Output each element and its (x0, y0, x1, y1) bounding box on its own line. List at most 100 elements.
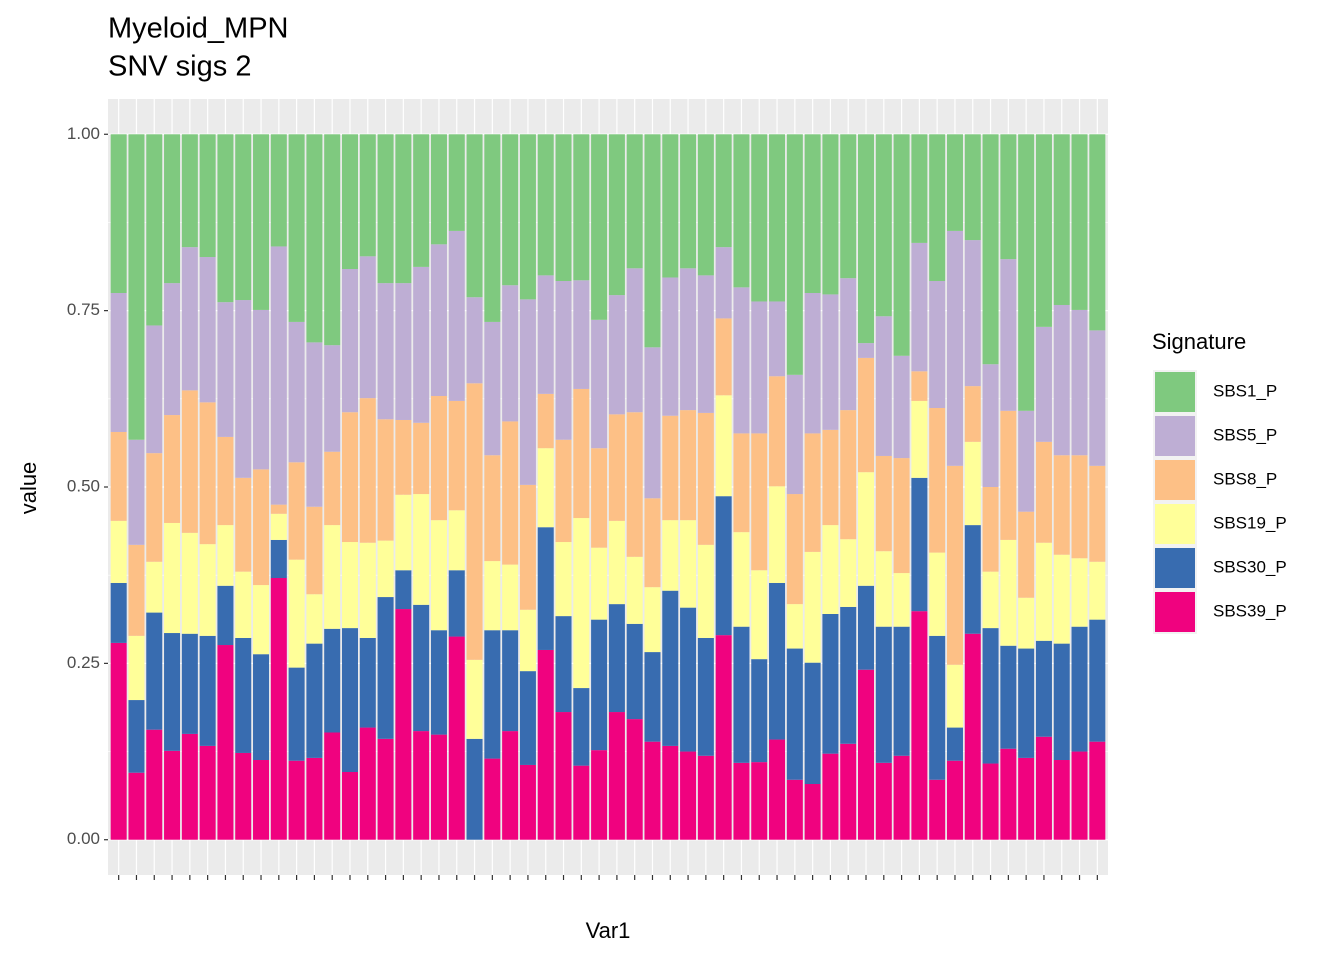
bar-segment (359, 542, 376, 638)
legend-swatch (1155, 372, 1195, 412)
bar-segment (253, 134, 270, 310)
legend-label: SBS39_P (1213, 601, 1287, 620)
bar-segment (270, 246, 287, 505)
bar-segment (341, 269, 358, 413)
bar-segment (164, 750, 181, 840)
bar-segment (644, 134, 661, 348)
bar-segment (448, 510, 465, 571)
bar-segment (840, 410, 857, 540)
bar-segment (448, 570, 465, 637)
bar-segment (1000, 539, 1017, 646)
bar-segment (146, 325, 163, 454)
bar-segment (1071, 455, 1088, 559)
bar-segment (715, 496, 732, 636)
bar-segment (430, 520, 447, 631)
bar-segment (430, 630, 447, 735)
bar-segment (519, 484, 536, 610)
bar-segment (1089, 134, 1106, 331)
bar-segment (1000, 748, 1017, 840)
bar-segment (502, 630, 519, 732)
x-axis-title: Var1 (586, 918, 631, 943)
legend-swatch (1155, 504, 1195, 544)
bar-segment (306, 506, 323, 595)
bar-segment (680, 520, 697, 608)
bar-segment (591, 319, 608, 449)
bar-segment (537, 134, 554, 276)
bar-segment (377, 738, 394, 840)
bar-segment (199, 402, 216, 545)
bar-segment (733, 433, 750, 533)
bar-segment (911, 134, 928, 243)
bar-segment (1035, 441, 1052, 543)
bar-segment (946, 465, 963, 665)
bar-segment (840, 134, 857, 279)
bar-segment (217, 525, 234, 586)
bar-segment (395, 419, 412, 495)
bar-segment (324, 732, 341, 840)
bar-segment (270, 513, 287, 540)
bar-segment (751, 433, 768, 571)
bar-segment (733, 134, 750, 288)
bar-segment (181, 733, 198, 840)
bar-segment (413, 731, 430, 840)
bar-segment (608, 134, 625, 296)
bar-segment (377, 134, 394, 284)
bar-segment (537, 527, 554, 650)
bar-segment (964, 386, 981, 442)
bar-segment (270, 539, 287, 579)
bar-segment (306, 757, 323, 840)
bar-segment (324, 451, 341, 526)
bar-segment (982, 134, 999, 365)
bar-segment (413, 494, 430, 605)
bar-segment (306, 342, 323, 507)
bar-segment (413, 422, 430, 495)
bar-segment (626, 134, 643, 269)
bar-segment (1000, 134, 1017, 260)
bar-segment (128, 439, 145, 545)
bar-segment (359, 256, 376, 399)
bar-segment (786, 604, 803, 649)
bar-segment (911, 477, 928, 612)
bar-segment (448, 636, 465, 840)
bar-segment (715, 318, 732, 396)
bar-segment (288, 667, 305, 761)
bar-segment (235, 571, 252, 638)
bar-segment (199, 745, 216, 840)
bar-segment (199, 544, 216, 636)
bar-segment (377, 597, 394, 739)
bar-segment (164, 283, 181, 416)
bar-segment (769, 376, 786, 487)
bar-segment (1053, 304, 1070, 456)
bar-segment (822, 429, 839, 526)
bar-segment (555, 439, 572, 543)
bar-segment (1035, 542, 1052, 641)
bar-segment (982, 763, 999, 840)
bar-segment (110, 582, 127, 643)
bar-segment (110, 134, 127, 293)
bar-segment (608, 604, 625, 713)
bar-segment (128, 700, 145, 773)
y-tick-label: 0.50 (67, 476, 100, 495)
bar-segment (502, 134, 519, 286)
bar-segment (840, 606, 857, 744)
legend-label: SBS5_P (1213, 425, 1277, 444)
bar-segment (662, 415, 679, 521)
bar-segment (733, 762, 750, 840)
bar-segment (733, 532, 750, 627)
legend-swatch (1155, 416, 1195, 456)
bar-segment (146, 453, 163, 562)
bar-segment (359, 727, 376, 840)
legend-swatch (1155, 460, 1195, 500)
bar-segment (822, 753, 839, 840)
bar-segment (964, 525, 981, 634)
bar-segment (982, 364, 999, 487)
bar-segment (946, 230, 963, 466)
bar-segment (1018, 597, 1035, 649)
bar-segment (875, 551, 892, 627)
bar-segment (217, 585, 234, 646)
bar-segment (235, 637, 252, 753)
bar-segment (413, 604, 430, 732)
bar-segment (680, 134, 697, 269)
bar-segment (502, 421, 519, 565)
bar-segment (555, 542, 572, 617)
